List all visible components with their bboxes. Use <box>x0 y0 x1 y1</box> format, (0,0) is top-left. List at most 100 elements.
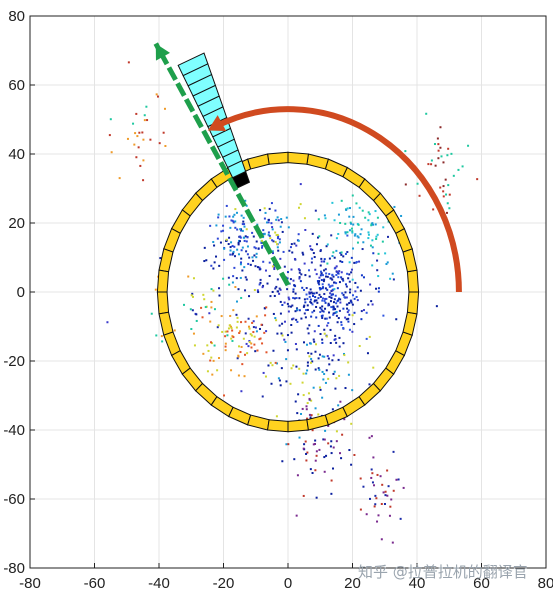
data-point <box>279 257 282 260</box>
data-point <box>323 258 326 261</box>
data-point <box>310 414 313 417</box>
data-point <box>210 300 213 303</box>
data-point <box>304 440 307 443</box>
data-point <box>314 439 317 442</box>
data-point <box>331 359 334 362</box>
data-point <box>330 296 333 299</box>
data-point <box>218 287 221 290</box>
data-point <box>246 236 249 239</box>
data-point <box>298 367 301 370</box>
data-point <box>315 305 318 308</box>
data-point <box>314 368 317 371</box>
data-point <box>230 327 233 330</box>
data-point <box>311 472 314 475</box>
data-point <box>262 371 265 374</box>
data-point <box>351 314 354 317</box>
data-point <box>313 309 316 312</box>
data-point <box>349 300 352 303</box>
data-point <box>339 452 342 455</box>
data-point <box>227 243 230 246</box>
data-point <box>127 61 130 64</box>
data-point <box>371 222 374 225</box>
data-point <box>216 369 219 372</box>
data-point <box>275 319 278 322</box>
data-point <box>278 379 281 382</box>
data-point <box>380 502 383 505</box>
data-point <box>236 320 239 323</box>
data-point <box>327 442 330 445</box>
data-point <box>213 261 216 264</box>
data-point <box>340 457 343 460</box>
data-point <box>379 475 382 478</box>
data-point <box>369 497 372 500</box>
data-point <box>318 448 321 451</box>
data-point <box>217 357 220 360</box>
data-point <box>346 311 349 314</box>
data-point <box>321 355 324 358</box>
data-point <box>353 453 356 456</box>
data-point <box>258 327 261 330</box>
data-point <box>313 340 316 343</box>
data-point <box>350 227 353 230</box>
data-point <box>260 241 263 244</box>
data-point <box>244 276 247 279</box>
data-point <box>316 280 319 283</box>
data-point <box>319 274 322 277</box>
data-point <box>315 299 318 302</box>
grid <box>29 15 547 569</box>
data-point <box>439 186 442 189</box>
data-point <box>337 232 340 235</box>
data-point <box>305 309 308 312</box>
data-point <box>338 270 341 273</box>
data-point <box>342 307 345 310</box>
data-point <box>377 275 380 278</box>
data-point <box>322 297 325 300</box>
data-point <box>336 287 339 290</box>
data-point <box>261 342 264 345</box>
data-point <box>302 305 305 308</box>
ring-segment <box>406 291 420 315</box>
data-point <box>301 407 304 410</box>
data-point <box>333 288 336 291</box>
data-point <box>312 295 315 298</box>
data-point <box>334 387 337 390</box>
data-point <box>341 260 344 263</box>
data-point <box>239 261 242 264</box>
data-point <box>308 413 311 416</box>
data-point <box>209 320 212 323</box>
data-point <box>307 352 310 355</box>
data-point <box>319 264 322 267</box>
data-point <box>434 164 437 167</box>
y-tick-label: 60 <box>8 77 25 94</box>
data-point <box>335 237 338 240</box>
data-point <box>366 352 369 355</box>
data-point <box>321 299 324 302</box>
data-point <box>315 454 318 457</box>
data-point <box>315 243 318 246</box>
data-point <box>349 288 352 291</box>
data-point <box>306 451 309 454</box>
data-point <box>361 209 364 212</box>
y-tick-label: -20 <box>3 353 25 370</box>
data-point <box>232 336 235 339</box>
data-point <box>245 204 248 207</box>
data-point <box>271 265 274 268</box>
data-point <box>334 338 337 341</box>
data-point <box>228 236 231 239</box>
data-point <box>226 330 229 333</box>
data-point <box>345 318 348 321</box>
data-point <box>305 287 308 290</box>
data-point <box>323 438 326 441</box>
data-point <box>162 131 165 134</box>
data-point <box>371 303 374 306</box>
data-point <box>346 272 349 275</box>
data-point <box>263 307 266 310</box>
data-point <box>244 235 247 238</box>
data-point <box>322 286 325 289</box>
data-point <box>300 273 303 276</box>
data-point <box>192 332 195 335</box>
data-point <box>298 269 301 272</box>
data-point <box>276 237 279 240</box>
data-point <box>295 514 298 517</box>
data-point <box>315 273 318 276</box>
